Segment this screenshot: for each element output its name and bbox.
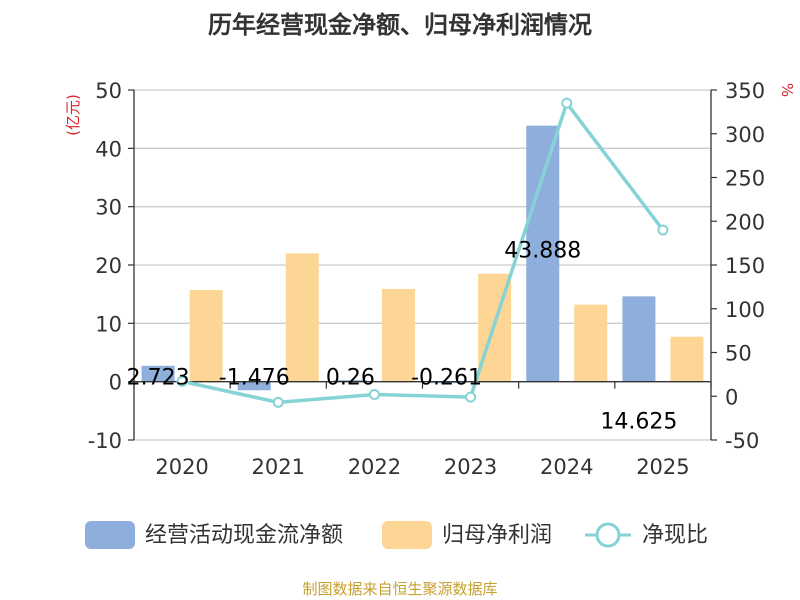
ratio-point-2025 — [657, 224, 669, 236]
right-axis-title: % — [778, 83, 796, 97]
bar-cashflow-2022 — [333, 380, 367, 382]
bar-profit-2022 — [381, 288, 415, 382]
ratio-line — [176, 97, 669, 408]
right-tick-label: -50 — [725, 429, 759, 453]
left-axis: 50 40 30 20 10 0 -10 — [88, 79, 134, 453]
legend-swatch-ratio-marker — [595, 522, 621, 548]
data-label-2023: -0.261 — [411, 366, 482, 391]
ratio-line-path — [181, 99, 665, 405]
legend-label-cashflow: 经营活动现金流净额 — [145, 523, 343, 548]
bar-profit-2024 — [574, 304, 608, 382]
data-labels: 2.723 -1.476 0.26 -0.261 43.888 14.625 — [127, 239, 678, 435]
source-note: 制图数据来自恒生聚源数据库 — [302, 580, 497, 598]
left-tick-label: -10 — [88, 429, 122, 453]
legend-swatch-profit — [382, 521, 432, 549]
chart-title: 历年经营现金净额、归母净利润情况 — [208, 11, 592, 39]
x-label-2025: 2025 — [636, 455, 689, 479]
data-label-2020: 2.723 — [127, 366, 190, 391]
right-tick-label: 350 — [725, 79, 765, 103]
right-tick-label: 250 — [725, 167, 765, 191]
left-tick-label: 30 — [95, 196, 122, 220]
bars — [141, 125, 704, 391]
left-tick-label: 50 — [95, 79, 122, 103]
bar-cashflow-2021 — [237, 381, 271, 391]
bar-profit-2021 — [285, 253, 319, 382]
bar-profit-2025 — [670, 336, 704, 382]
x-label-2021: 2021 — [252, 455, 305, 479]
bar-cashflow-2025 — [622, 296, 656, 382]
left-tick-label: 0 — [109, 371, 122, 395]
bar-cashflow-2024 — [526, 125, 560, 382]
data-label-2021: -1.476 — [219, 366, 290, 391]
x-label-2020: 2020 — [155, 455, 208, 479]
data-label-2024: 43.888 — [504, 239, 581, 264]
gridlines — [134, 89, 711, 441]
left-tick-label: 10 — [95, 312, 122, 336]
bar-profit-2020 — [189, 290, 223, 382]
x-label-2023: 2023 — [444, 455, 497, 479]
x-axis-labels: 2020 2021 2022 2023 2024 2025 — [155, 455, 689, 479]
right-tick-label: 50 — [725, 342, 752, 366]
legend: 经营活动现金流净额 归母净利润 净现比 — [85, 521, 708, 549]
legend-label-ratio: 净现比 — [642, 523, 708, 548]
legend-swatch-cashflow — [85, 521, 135, 549]
ratio-point-2020 — [176, 375, 188, 387]
bar-cashflow-2020 — [141, 365, 175, 382]
axes — [133, 90, 712, 440]
right-tick-label: 0 — [725, 385, 738, 409]
right-tick-label: 200 — [725, 210, 765, 234]
right-tick-label: 150 — [725, 254, 765, 278]
data-label-2025: 14.625 — [600, 409, 677, 434]
left-axis-title: (亿元) — [64, 94, 82, 136]
left-tick-label: 20 — [95, 254, 122, 278]
data-label-2022: 0.26 — [326, 366, 375, 391]
ratio-point-2023 — [465, 391, 477, 403]
right-tick-label: 100 — [725, 298, 765, 322]
x-label-2022: 2022 — [348, 455, 401, 479]
right-axis: 350 300 250 200 150 100 50 0 -50 — [711, 79, 765, 453]
ratio-point-2021 — [272, 396, 284, 408]
bar-cashflow-2023 — [430, 381, 464, 384]
ratio-point-2024 — [561, 97, 573, 109]
ratio-point-2022 — [368, 389, 380, 400]
right-tick-label: 300 — [725, 123, 765, 147]
x-label-2024: 2024 — [540, 455, 593, 479]
legend-label-profit: 归母净利润 — [442, 523, 552, 548]
left-tick-label: 40 — [95, 137, 122, 161]
